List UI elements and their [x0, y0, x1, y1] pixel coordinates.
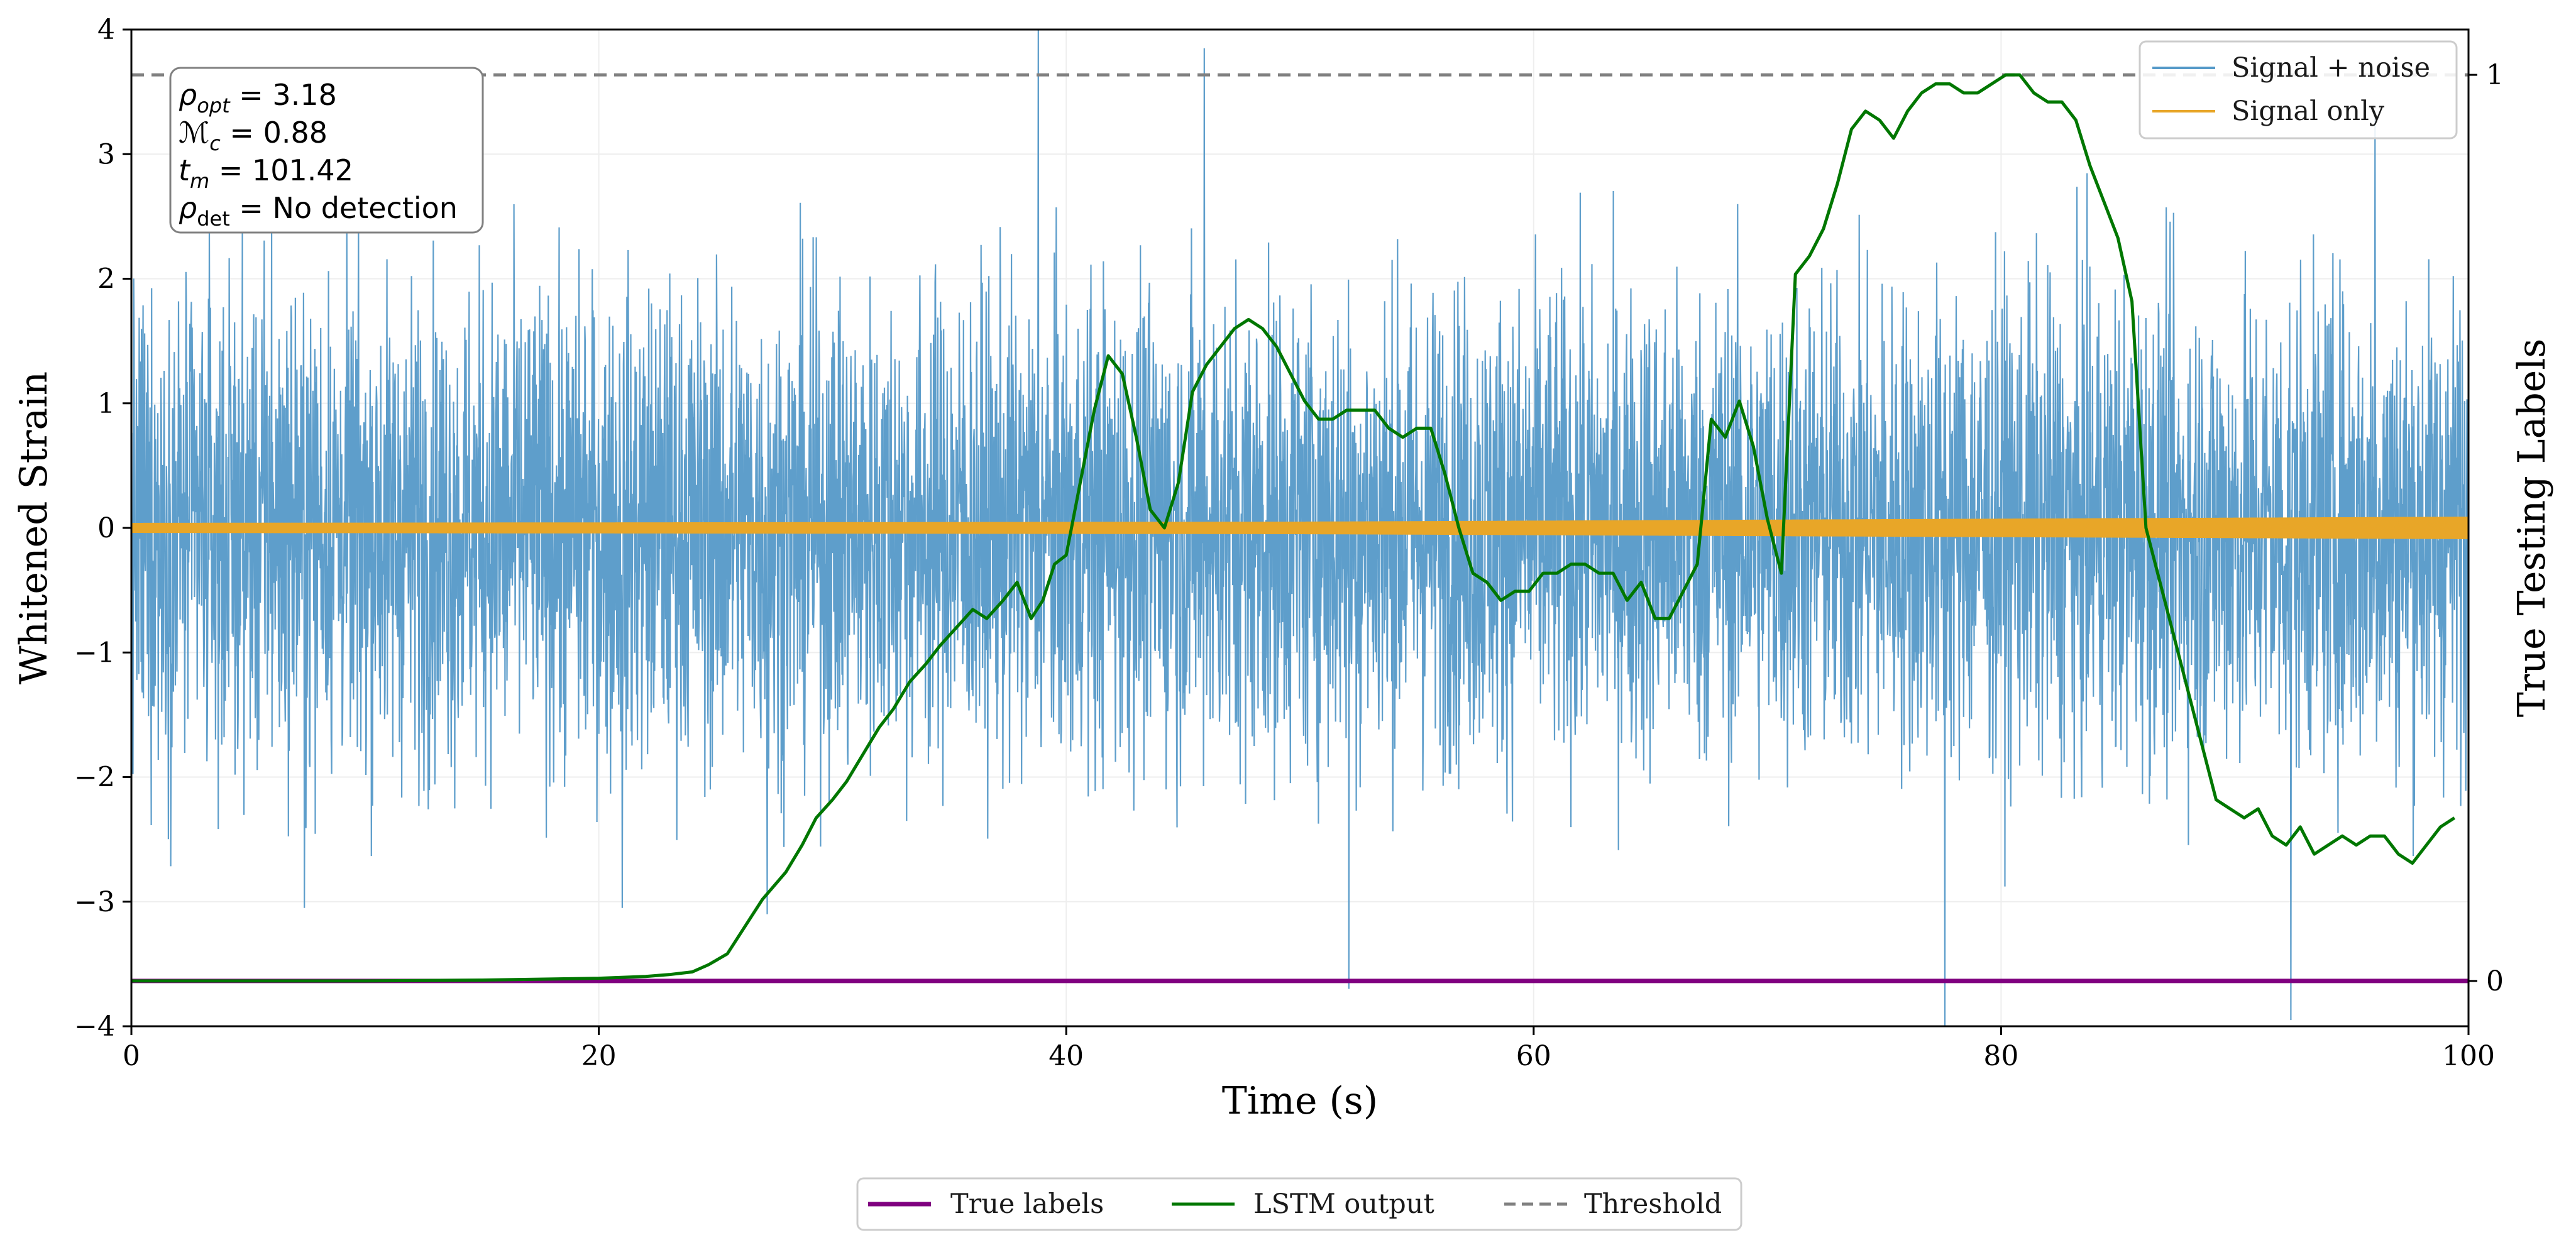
annotation-box — [169, 67, 484, 234]
y-axis-right: 01 — [2469, 59, 2504, 997]
y-right-tick-label-1: 1 — [2486, 59, 2504, 91]
signal-only-line — [130, 517, 2470, 539]
x-tick-label-0: 0 — [123, 1040, 140, 1072]
annotation-line-rho-opt: ρopt = 3.18 — [179, 78, 337, 118]
annotation-line-rho-det: ρdet = No detection — [179, 191, 458, 231]
x-tick-label-2: 40 — [1049, 1040, 1084, 1072]
y-left-tick-label-0: −4 — [74, 1011, 115, 1043]
annotation-line-chirp-mass: ℳc = 0.88 — [179, 116, 328, 155]
y-axis-left-title: Whitened Strain — [12, 371, 56, 684]
legend-bottom: True labels LSTM output Threshold — [856, 1177, 1742, 1231]
y-left-tick-label-8: 4 — [97, 14, 115, 46]
legend-bottom-box — [856, 1177, 1742, 1231]
series-lstm-output — [131, 73, 2456, 983]
x-tick-label-4: 80 — [1983, 1040, 2018, 1072]
parameter-annotation: ρopt = 3.18 ℳc = 0.88 tm = 101.42 ρdet =… — [169, 67, 484, 234]
y-left-tick-label-4: 0 — [97, 512, 115, 544]
legend-label-threshold: Threshold — [1584, 1188, 1722, 1220]
series-signal-only — [130, 517, 2470, 539]
y-left-tick-label-6: 2 — [97, 263, 115, 295]
legend-top-right: Signal + noise Signal only — [2138, 40, 2458, 140]
x-tick-label-3: 60 — [1516, 1040, 1551, 1072]
legend-top-right-box — [2138, 40, 2458, 140]
legend-label-lstm-output: LSTM output — [1253, 1188, 1434, 1220]
x-tick-label-1: 20 — [581, 1040, 617, 1072]
legend-label-signal-only: Signal only — [2232, 96, 2385, 127]
lstm-output-line — [131, 73, 2456, 983]
y-left-tick-label-2: −2 — [74, 762, 115, 794]
y-axis-right-title: True Testing Labels — [2510, 339, 2554, 718]
x-axis-title: Time (s) — [1222, 1079, 1378, 1123]
y-left-tick-label-5: 1 — [97, 388, 115, 420]
legend-label-true-labels: True labels — [950, 1188, 1104, 1220]
x-tick-label-5: 100 — [2442, 1040, 2495, 1072]
y-left-tick-label-1: −3 — [74, 886, 115, 918]
y-left-tick-label-3: −1 — [74, 637, 115, 669]
y-axis-left: −4 −3 −2 −1 0 1 2 3 4 — [74, 14, 131, 1043]
x-axis: 0 20 40 60 80 100 — [123, 1026, 2495, 1072]
annotation-line-t-m: tm = 101.42 — [179, 153, 353, 193]
legend-label-signal-plus-noise: Signal + noise — [2232, 52, 2430, 84]
y-left-tick-label-7: 3 — [97, 138, 115, 170]
y-right-tick-label-0: 0 — [2486, 965, 2504, 997]
